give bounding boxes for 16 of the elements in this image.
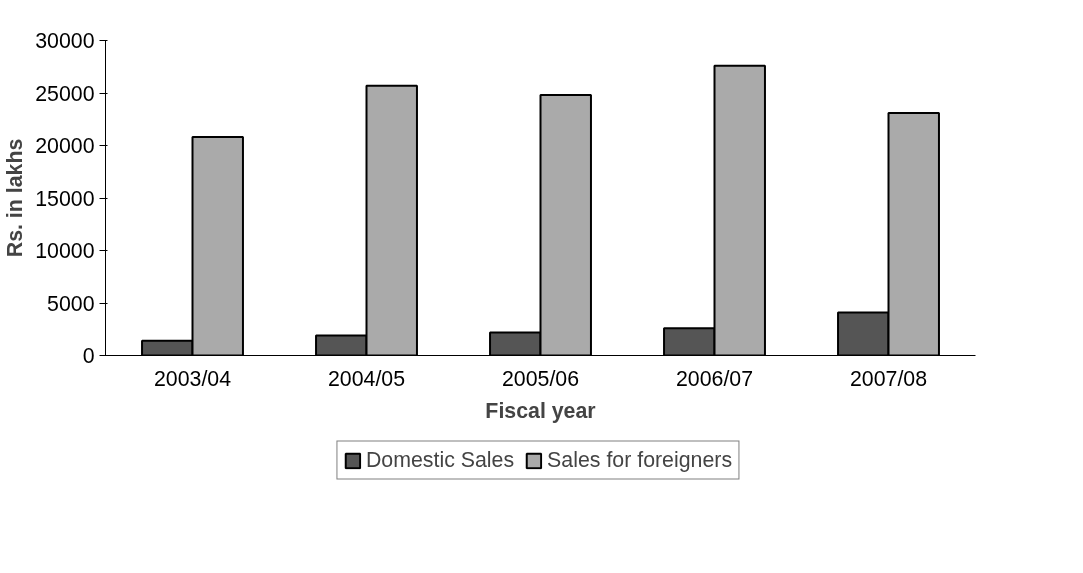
x-tick-label: 2003/04: [153, 366, 232, 391]
y-axis-title: Rs. in lakhs: [3, 138, 28, 258]
x-tick-label: 2006/07: [675, 366, 754, 391]
y-tick-label: 10000: [35, 239, 95, 263]
y-tick-label: 30000: [35, 29, 95, 53]
y-tick-label: 15000: [35, 186, 95, 211]
x-tick-label: 2004/05: [327, 366, 406, 391]
x-tick-label: 2007/08: [849, 366, 928, 391]
y-tick-label: 0: [82, 344, 95, 368]
y-tick-label: 25000: [35, 81, 95, 106]
legend-label: Domestic Sales: [365, 447, 515, 473]
legend-label: Sales for foreigners: [547, 447, 733, 473]
x-axis-title: Fiscal year: [485, 398, 596, 423]
x-tick-label: 2005/06: [501, 366, 580, 391]
y-tick-label: 5000: [47, 291, 95, 316]
y-tick-label: 20000: [35, 134, 95, 158]
